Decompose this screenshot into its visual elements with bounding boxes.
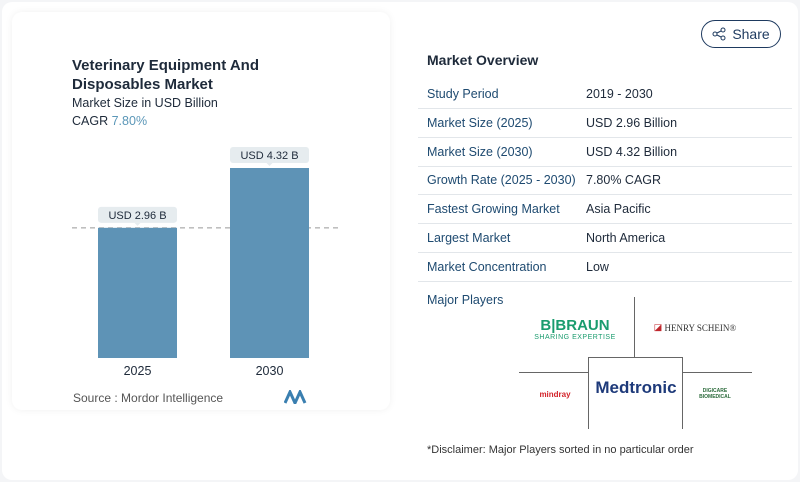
- data-label: USD 4.32 B: [240, 150, 298, 162]
- overview-row: Study Period 2019 - 2030: [418, 80, 792, 109]
- medtronic-logo: Medtronic: [595, 378, 677, 397]
- row-value: Asia Pacific: [586, 202, 651, 217]
- row-value: 7.80% CAGR: [586, 173, 662, 188]
- overview-title: Market Overview: [427, 52, 539, 68]
- source: Source : Mordor Intelligence: [73, 391, 224, 405]
- overview-row: Largest Market North America: [418, 224, 792, 253]
- bar-2025: [98, 227, 177, 358]
- data-label-pointer: [266, 163, 273, 166]
- disclaimer: *Disclaimer: Major Players sorted in no …: [427, 444, 694, 456]
- bar-chart: USD 2.96 B 2025 USD 4.32 B 2030: [72, 147, 338, 378]
- cagr-value: 7.80%: [111, 114, 148, 128]
- data-label: USD 2.96 B: [108, 210, 166, 222]
- row-label: Market Size (2025): [427, 115, 533, 130]
- digicare-logo: DIGICARE BIOMEDICAL: [699, 388, 731, 400]
- bar-2030: [230, 168, 309, 358]
- cagr: CAGR 7.80%: [72, 114, 147, 128]
- share-label: Share: [732, 26, 770, 42]
- row-label: Market Concentration: [427, 259, 547, 274]
- chart-title: Veterinary Equipment And Disposables Mar…: [72, 57, 259, 93]
- overview-row: Fastest Growing Market Asia Pacific: [418, 195, 792, 225]
- overview-row: Market Size (2030) USD 4.32 Billion: [418, 138, 792, 167]
- x-tick-label: 2030: [256, 364, 284, 378]
- row-label: Fastest Growing Market: [427, 202, 560, 217]
- x-tick-label: 2025: [124, 364, 152, 378]
- overview-row: Growth Rate (2025 - 2030) 7.80% CAGR: [418, 166, 792, 196]
- bbraun-logo: B|BRAUN SHARING EXPERTISE: [534, 317, 616, 341]
- major-players-title: Major Players: [427, 293, 504, 307]
- row-label: Growth Rate (2025 - 2030): [427, 173, 576, 188]
- row-value: Low: [586, 259, 609, 274]
- henry-schein-logo: ◪ HENRY SCHEIN®: [653, 322, 737, 333]
- data-label-bg: [98, 206, 177, 223]
- row-value: USD 4.32 Billion: [586, 144, 678, 159]
- row-label: Largest Market: [427, 231, 511, 245]
- share-icon: [712, 27, 726, 41]
- row-value: 2019 - 2030: [586, 87, 653, 101]
- overview-row: Market Size (2025) USD 2.96 Billion: [418, 109, 792, 138]
- overview-row: Market Concentration Low: [418, 253, 792, 282]
- data-label-bg: [230, 147, 309, 163]
- mordor-logo-icon: [284, 390, 307, 404]
- row-label: Study Period: [427, 87, 499, 101]
- row-label: Market Size (2030): [427, 144, 533, 159]
- data-label-pointer: [134, 222, 141, 226]
- mindray-logo: mindray: [539, 390, 571, 399]
- row-value: USD 2.96 Billion: [586, 115, 678, 130]
- logo-center-box: [588, 357, 683, 429]
- chart-subtitle: Market Size in USD Billion: [72, 96, 218, 110]
- share-button[interactable]: Share: [701, 20, 781, 48]
- row-value: North America: [586, 231, 666, 245]
- cagr-label: CAGR: [72, 114, 109, 128]
- chart-card: [12, 12, 390, 410]
